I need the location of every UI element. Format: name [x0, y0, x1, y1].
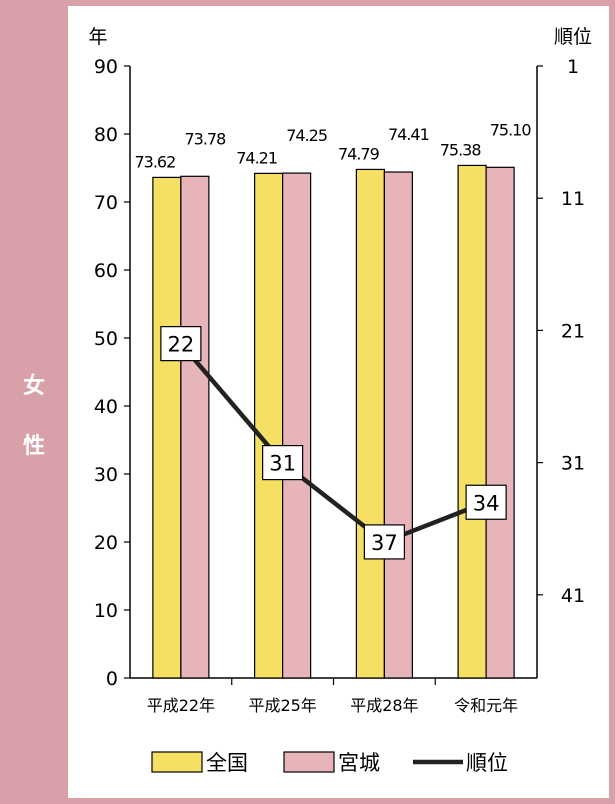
x-tick-label: 平成22年 — [147, 696, 215, 715]
bar — [180, 175, 210, 679]
y-tick-label: 70 — [94, 192, 118, 214]
bar-value-label: 75.10 — [490, 120, 532, 139]
bar-value-label: 75.38 — [440, 140, 482, 159]
rank-marker-box — [160, 326, 202, 362]
legend-label: 全国 — [206, 751, 248, 775]
y-tick-label: 10 — [94, 600, 118, 622]
y2-tick-label: 1 — [567, 56, 579, 78]
y2-tick-label: 31 — [561, 453, 585, 475]
y-tick-label: 40 — [94, 396, 118, 418]
rank-marker-box — [465, 484, 507, 520]
y-tick-label: 0 — [106, 668, 118, 690]
bar-value-label: 73.62 — [134, 152, 175, 171]
y-tick-label: 60 — [94, 260, 118, 282]
side-label: 女 性 — [0, 0, 68, 804]
bar-value-label: 74.41 — [388, 125, 429, 144]
bar — [485, 166, 515, 679]
y-tick-label: 20 — [94, 532, 118, 554]
legend-label: 順位 — [466, 751, 508, 775]
y-tick-label: 80 — [94, 124, 118, 146]
bar — [152, 176, 182, 679]
y-tick-label: 30 — [94, 464, 118, 486]
rank-data-label: 34 — [473, 491, 500, 515]
side-label-char: 性 — [22, 434, 45, 459]
bar-value-label: 74.21 — [236, 148, 277, 167]
legend-label: 宮城 — [338, 751, 380, 775]
bar — [282, 172, 312, 679]
rank-data-label: 37 — [371, 531, 398, 555]
y2-axis-title: 順位 — [554, 26, 592, 48]
side-label-char: 女 — [22, 374, 45, 399]
legend-swatch-miyagi — [283, 751, 335, 773]
bar-value-label: 73.78 — [184, 129, 226, 148]
y-tick-label: 90 — [94, 56, 118, 78]
bar-value-label: 74.25 — [286, 126, 327, 145]
bar — [254, 172, 284, 679]
y-axis-title: 年 — [88, 26, 107, 48]
rank-data-label: 31 — [269, 452, 296, 476]
bar — [355, 168, 385, 679]
x-tick-label: 平成25年 — [248, 696, 316, 715]
bar — [383, 171, 413, 679]
rank-marker-box — [363, 524, 405, 560]
x-tick-label: 平成28年 — [350, 696, 418, 715]
rank-line — [179, 342, 487, 545]
x-tick-label: 令和元年 — [454, 696, 518, 715]
y-tick-label: 50 — [94, 328, 118, 350]
y2-tick-label: 11 — [561, 188, 585, 210]
bar — [457, 164, 487, 679]
y2-tick-label: 21 — [561, 320, 585, 342]
legend-swatch-national — [151, 751, 203, 773]
rank-marker-box — [262, 445, 304, 481]
rank-data-label: 22 — [168, 333, 195, 357]
bar-value-label: 74.79 — [338, 144, 380, 163]
y2-tick-label: 41 — [561, 585, 585, 607]
